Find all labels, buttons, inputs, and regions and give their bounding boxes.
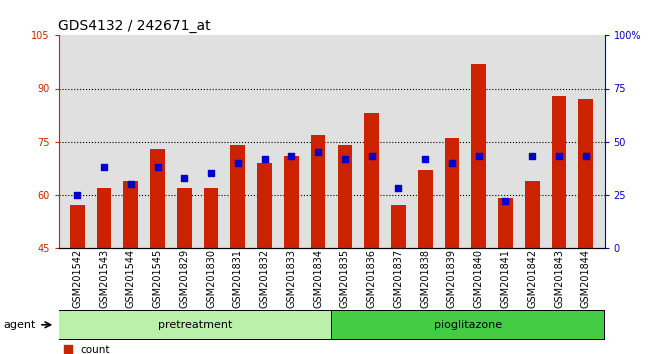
Point [527, 154, 538, 159]
Point [554, 154, 564, 159]
Point [340, 156, 350, 161]
Bar [177, 188, 192, 248]
Point [367, 154, 377, 159]
Bar [97, 188, 111, 248]
Bar [311, 135, 326, 248]
Point [72, 192, 83, 198]
Point [179, 175, 190, 181]
Point [286, 154, 296, 159]
Point [393, 185, 404, 191]
Bar [552, 96, 566, 248]
Point [233, 160, 243, 166]
Point [259, 156, 270, 161]
Bar [578, 99, 593, 248]
Bar [391, 205, 406, 248]
Bar [364, 113, 379, 248]
Bar [231, 145, 245, 248]
Bar [471, 64, 486, 248]
Text: GDS4132 / 242671_at: GDS4132 / 242671_at [58, 19, 211, 33]
Bar [284, 156, 299, 248]
Point [152, 164, 162, 170]
Bar [337, 145, 352, 248]
Text: pioglitazone: pioglitazone [434, 320, 502, 330]
Point [206, 171, 216, 176]
Point [125, 181, 136, 187]
Bar [150, 149, 165, 248]
Bar [418, 170, 432, 248]
Point [313, 149, 323, 155]
Text: pretreatment: pretreatment [158, 320, 232, 330]
Point [473, 154, 484, 159]
Bar [257, 163, 272, 248]
Point [580, 154, 591, 159]
Point [420, 156, 430, 161]
Bar [498, 198, 513, 248]
Legend: count, percentile rank within the sample: count, percentile rank within the sample [64, 345, 256, 354]
Bar [70, 205, 84, 248]
Text: agent: agent [3, 320, 36, 330]
Point [99, 164, 109, 170]
Bar [124, 181, 138, 248]
Bar [525, 181, 540, 248]
Bar [203, 188, 218, 248]
Bar [445, 138, 460, 248]
Point [500, 198, 511, 204]
Point [447, 160, 457, 166]
